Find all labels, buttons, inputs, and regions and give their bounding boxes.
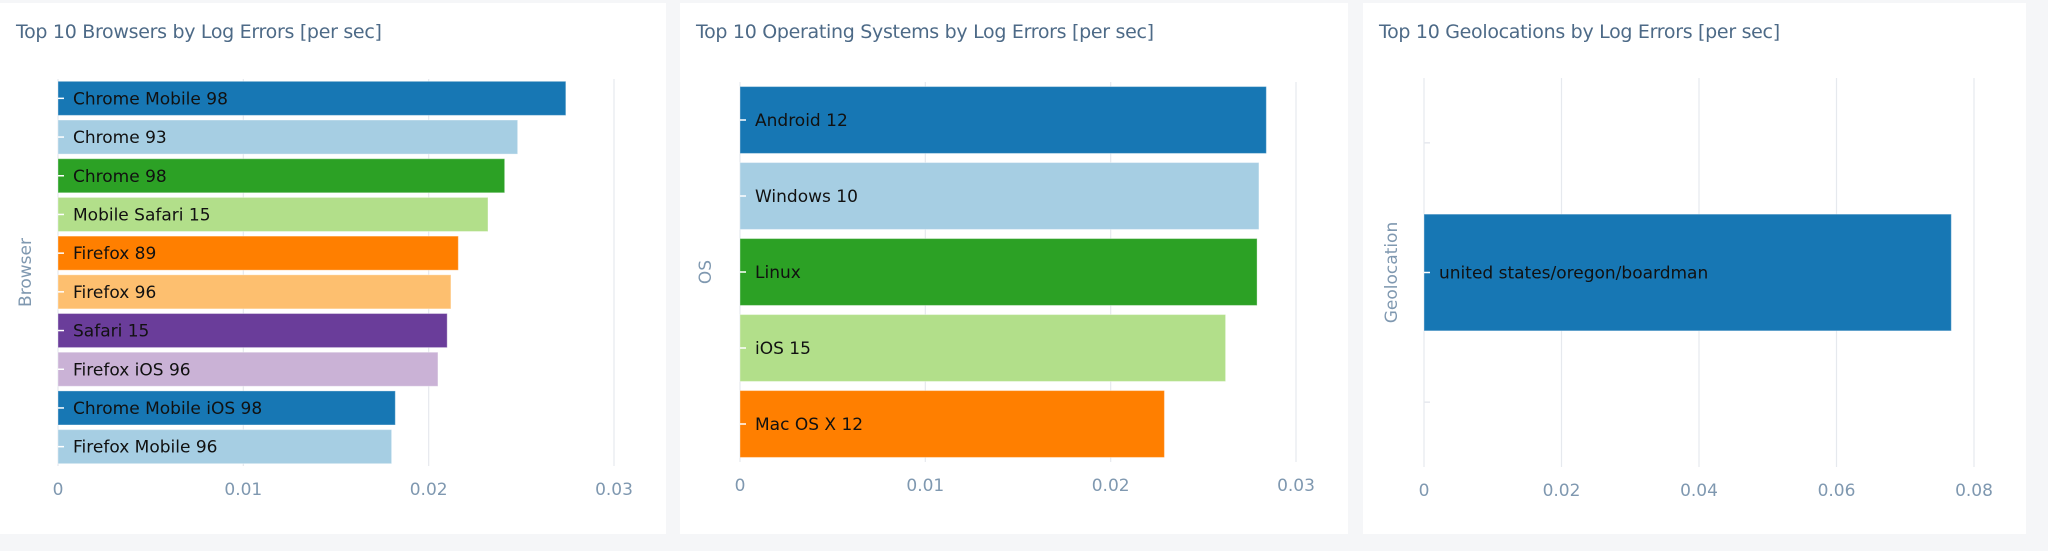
browsers-chart: 0 0.01 0.02 0.03 Chrome Mobile 98 Chrome 93 Ch… [16,79,633,500]
bar-label: Chrome Mobile 98 [73,89,228,109]
geolocations-panel: Top 10 Geolocations by Log Errors [per s… [1363,3,2026,534]
chart-title: Top 10 Browsers by Log Errors [per sec] [16,21,382,43]
os-panel: Top 10 Operating Systems by Log Errors [… [680,3,1348,534]
bar-label: Firefox Mobile 96 [73,438,217,458]
y-axis-label: Browser [16,238,36,307]
bar [57,390,396,426]
chart-title: Top 10 Operating Systems by Log Errors [… [696,21,1154,43]
bar [57,119,519,155]
x-tick-label: 0.04 [1680,481,1718,501]
y-axis-label: Geolocation [1382,222,1402,324]
browsers-panel: Top 10 Browsers by Log Errors [per sec] … [0,3,666,534]
bar [739,390,1165,458]
bar [57,274,452,310]
bar [57,235,459,271]
x-tick-label: 0.02 [410,480,448,500]
bar [57,429,393,465]
bar-label: Android 12 [755,111,848,131]
bar [739,162,1260,230]
bar [739,86,1267,154]
bar-label: Firefox 96 [73,283,156,303]
bar-label: Windows 10 [755,187,858,207]
bar-label: iOS 15 [755,339,811,359]
x-tick-label: 0 [53,480,64,500]
x-tick-label: 0.03 [595,480,633,500]
x-tick-label: 0.03 [1277,476,1315,496]
x-tick-label: 0 [1419,481,1430,501]
x-tick-label: 0 [735,476,746,496]
bar-label: united states/oregon/boardman [1439,264,1708,284]
bar-label: Linux [755,263,801,283]
bar-label: Mobile Safari 15 [73,205,211,225]
bar [57,158,506,194]
bar-label: Safari 15 [73,322,149,342]
x-tick-label: 0.01 [906,476,944,496]
bar-label: Chrome 93 [73,128,167,148]
bar-label: Mac OS X 12 [755,415,863,435]
bar [1423,213,1952,332]
x-tick-label: 0.06 [1818,481,1856,501]
geolocations-chart: 0 0.02 0.04 0.06 0.08 united states/oregon/bo… [1382,78,1993,501]
bar [739,238,1258,306]
bar [57,313,448,349]
bar [739,314,1227,382]
bar-label: Firefox 89 [73,244,156,264]
y-axis-label: OS [696,260,716,284]
bar-label: Firefox iOS 96 [73,360,191,380]
os-chart: 0 0.01 0.02 0.03 Android 12 Windows 10 Linux iO… [696,82,1315,496]
bar [57,80,567,116]
chart-title: Top 10 Geolocations by Log Errors [per s… [1379,21,1780,43]
x-tick-label: 0.02 [1543,481,1581,501]
x-tick-label: 0.08 [1955,481,1993,501]
bar-label: Chrome 98 [73,167,167,187]
bar-label: Chrome Mobile iOS 98 [73,399,262,419]
x-tick-label: 0.02 [1092,476,1130,496]
x-tick-label: 0.01 [224,480,262,500]
